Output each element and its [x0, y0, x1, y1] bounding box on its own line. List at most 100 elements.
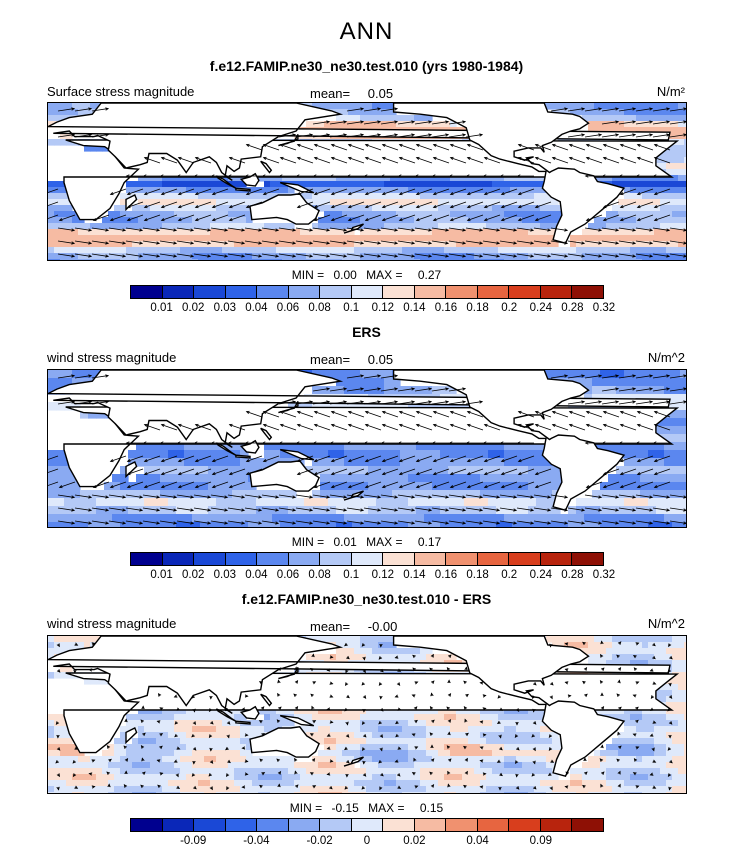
- colorbar-tick-label: 0.08: [308, 302, 331, 314]
- panel-2-mean-value: 0.05: [367, 352, 394, 367]
- wind-vectors: [48, 107, 686, 258]
- colorbar-tick-label: 0.01: [150, 302, 173, 314]
- panel-1-colorbar-ticks: 0.01 0.02 0.03 0.04 0.06 0.08 0.1 0.12 0.14 0.16 0…: [130, 302, 615, 316]
- panel-3-min-label: MIN =: [289, 801, 323, 815]
- coastline: [235, 454, 251, 459]
- panel-1-max-value: 0.27: [417, 268, 442, 282]
- coastline: [260, 160, 273, 174]
- panel-2-map-svg: [48, 370, 686, 527]
- coastline: [392, 636, 626, 778]
- colorbar-tick-label: 0.06: [276, 569, 300, 581]
- panel-1-colorbar: [130, 285, 604, 299]
- panel-1-min-label: MIN =: [291, 268, 325, 282]
- colorbar-tick-label: -0.04: [243, 835, 270, 847]
- colorbar-tick-label: 0.01: [150, 569, 173, 581]
- coastline: [125, 727, 138, 745]
- colorbar-swatch: [572, 553, 603, 565]
- panel-3-mean-label: mean=: [310, 619, 351, 634]
- panel-2-colorbar: [130, 552, 604, 566]
- coastline: [279, 714, 315, 727]
- colorbar-swatch: [572, 286, 603, 298]
- colorbar-swatch: [383, 286, 415, 298]
- colorbar-tick-label: 0.24: [529, 569, 552, 581]
- coastline: [260, 427, 273, 441]
- colorbar-tick-label: 0.09: [529, 835, 552, 847]
- colorbar-tick-label: 0.04: [245, 302, 268, 314]
- panel-2-map: [47, 369, 687, 528]
- colorbar-swatch: [320, 819, 352, 831]
- colorbar-swatch: [131, 819, 163, 831]
- colorbar-tick-label: 0.24: [529, 302, 552, 314]
- colorbar-swatch: [225, 819, 258, 831]
- colorbar-swatch: [288, 553, 321, 565]
- colorbar-tick-label: -0.09: [180, 835, 207, 847]
- colorbar-swatch: [477, 286, 510, 298]
- coastline: [239, 705, 260, 720]
- colorbar-swatch: [414, 286, 447, 298]
- colorbar-swatch: [194, 286, 226, 298]
- panel-2-min-value: 0.01: [333, 535, 357, 549]
- coastline: [48, 370, 671, 448]
- colorbar-swatch: [446, 286, 478, 298]
- panel-3-min-value: -0.15: [331, 801, 359, 815]
- coastline: [278, 667, 299, 680]
- panel-1-map: [47, 102, 687, 261]
- colorbar-tick-label: 0.28: [561, 302, 584, 314]
- colorbar-swatch: [540, 286, 573, 298]
- coastline: [239, 172, 260, 187]
- colorbar-tick-label: 0.02: [181, 302, 205, 314]
- panel-3-map-svg: [48, 636, 686, 793]
- colorbar-tick-label: 0.08: [308, 569, 331, 581]
- panel-3-map: [47, 635, 687, 794]
- coastline: [249, 726, 320, 758]
- coastline: [249, 193, 320, 225]
- coastline: [239, 439, 260, 454]
- coastline: [279, 448, 315, 461]
- colorbar-tick-label: 0.2: [501, 302, 518, 314]
- panel-3-units: N/m^2: [647, 616, 685, 631]
- panel-1-title: f.e12.FAMIP.ne30_ne30.test.010 (yrs 1980…: [209, 58, 524, 74]
- colorbar-swatch: [257, 286, 289, 298]
- colorbar-swatch: [320, 553, 352, 565]
- colorbar-swatch: [383, 819, 415, 831]
- colorbar-swatch: [414, 553, 447, 565]
- season-title: ANN: [339, 18, 394, 45]
- colorbar-swatch: [351, 819, 384, 831]
- colorbar-swatch: [257, 553, 289, 565]
- panel-1-mean-value: 0.05: [367, 86, 394, 101]
- coastline: [343, 490, 364, 501]
- colorbar-tick-label: 0.12: [371, 569, 394, 581]
- coastline: [260, 693, 273, 707]
- panel-3-max-label: MAX =: [368, 801, 405, 815]
- colorbar-tick-label: 0.12: [371, 302, 394, 314]
- colorbar-tick-label: 0.04: [245, 569, 268, 581]
- colorbar-swatch: [320, 286, 352, 298]
- panel-2-max-label: MAX =: [366, 535, 403, 549]
- panel-1-mean-label: mean=: [310, 86, 351, 101]
- panel-3-field-label: wind stress magnitude: [47, 616, 177, 631]
- panel-3-title: f.e12.FAMIP.ne30_ne30.test.010 - ERS: [241, 591, 492, 607]
- colorbar-swatch: [509, 553, 541, 565]
- colorbar-swatch: [288, 819, 321, 831]
- colorbar-swatch: [257, 819, 289, 831]
- panel-2-mean-label: mean=: [310, 352, 351, 367]
- colorbar-swatch: [351, 286, 384, 298]
- colorbar-tick-label: 0.32: [592, 569, 616, 581]
- panel-2-max-value: 0.17: [417, 535, 442, 549]
- wind-vectors: [55, 640, 673, 791]
- colorbar-swatch: [540, 553, 573, 565]
- panel-2-field-label: wind stress magnitude: [47, 350, 177, 365]
- colorbar-swatch: [383, 553, 415, 565]
- panel-1-field-label: Surface stress magnitude: [47, 84, 195, 99]
- panel-2-title: ERS: [352, 324, 381, 340]
- coastline: [48, 636, 671, 714]
- colorbar-tick-label: 0.1: [343, 569, 360, 581]
- panel-1-min-value: 0.00: [333, 268, 357, 282]
- panel-3-max-value: 0.15: [419, 801, 444, 815]
- colorbar-tick-label: 0.14: [403, 302, 426, 314]
- colorbar-tick-label: 0.18: [466, 569, 489, 581]
- colorbar-swatch: [446, 819, 478, 831]
- coastline: [343, 756, 364, 767]
- colorbar-tick-label: 0.32: [592, 302, 616, 314]
- colorbar-swatch: [288, 286, 321, 298]
